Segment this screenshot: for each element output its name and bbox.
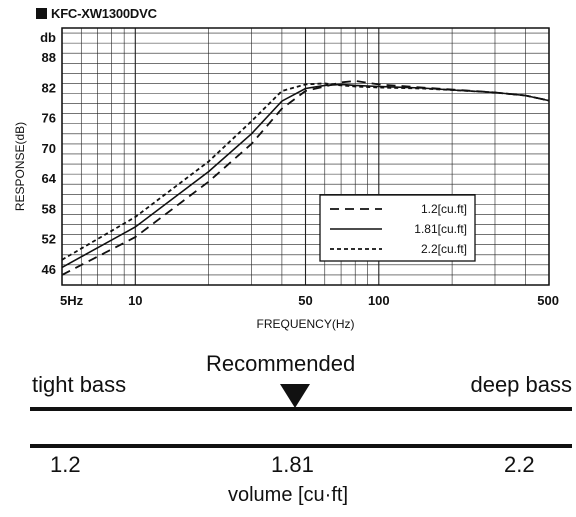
volume-axis-label: volume [cu·ft]: [227, 484, 349, 506]
y-tick-label: 76: [42, 111, 56, 126]
y-tick-label: 82: [42, 80, 56, 95]
legend-label-1: 1.81[cu.ft]: [414, 222, 467, 236]
y-tick-label: 46: [42, 262, 56, 277]
volume-value-low: 1.2: [50, 452, 81, 477]
recommended-label: Recommended: [206, 351, 356, 376]
chart-title-row: KFC-XW1300DVC: [36, 5, 157, 21]
legend-label-0: 1.2[cu.ft]: [421, 202, 467, 216]
y-tick-label: 64: [42, 171, 57, 186]
tight-bass-label: tight bass: [32, 372, 127, 397]
legend-label-2: 2.2[cu.ft]: [421, 242, 467, 256]
plot-frame: [61, 27, 550, 286]
volume-value-high: 2.2: [504, 452, 535, 477]
series-line-2: [61, 82, 550, 261]
title-square-icon: [36, 7, 47, 19]
deep-bass-label: deep bass: [470, 372, 572, 397]
y-tick-label: 88: [42, 50, 56, 65]
y-tick-label: 52: [42, 232, 56, 247]
x-axis-label: FREQUENCY(Hz): [257, 317, 355, 331]
x-tick-label: 50: [298, 293, 312, 308]
recommended-marker-icon: [280, 384, 310, 408]
y-axis-label: RESPONSE(dB): [13, 122, 27, 211]
x-tick-label: 5Hz: [60, 293, 84, 308]
x-tick-label: 500: [537, 293, 559, 308]
chart-title: KFC-XW1300DVC: [51, 5, 157, 21]
volume-value-recommended: 1.81: [271, 452, 314, 477]
bass-scale-bar: [30, 407, 572, 411]
y-tick-label: 58: [42, 201, 56, 216]
x-tick-label: 10: [128, 293, 142, 308]
x-tick-label: 100: [368, 293, 390, 308]
volume-scale-bar: [30, 444, 572, 448]
y-tick-label: 70: [42, 141, 56, 156]
legend-box: [319, 194, 476, 262]
y-unit-label: db: [40, 30, 56, 45]
